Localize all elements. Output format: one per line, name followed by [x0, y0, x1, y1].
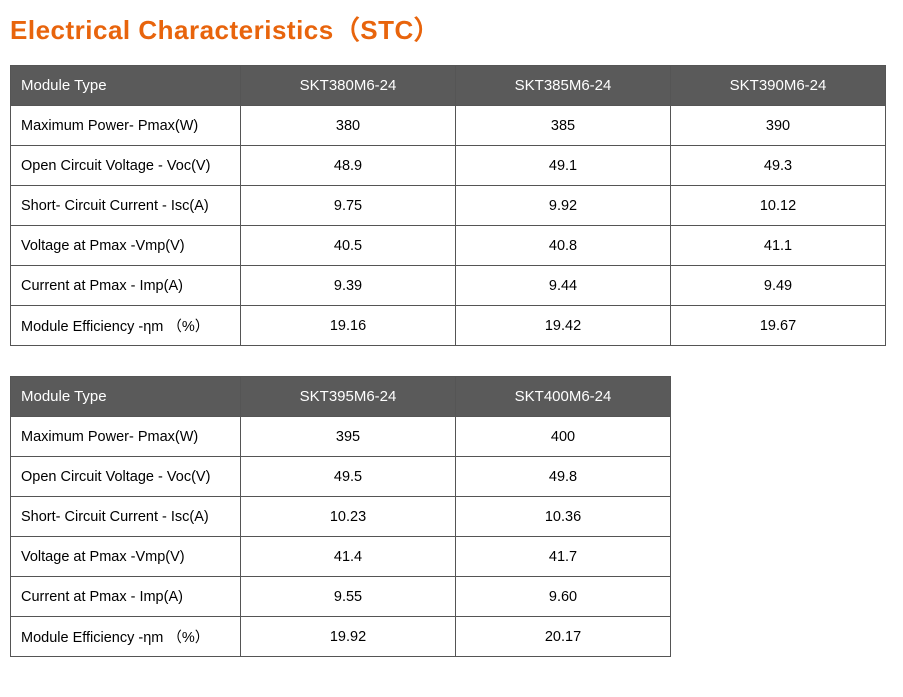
- row-label: Maximum Power- Pmax(W): [11, 417, 241, 457]
- row-label: Module Efficiency -ηm （%）: [11, 306, 241, 346]
- table-row: Open Circuit Voltage - Voc(V) 48.9 49.1 …: [11, 146, 886, 186]
- cell-value: 49.3: [671, 146, 886, 186]
- cell-value: 10.23: [241, 497, 456, 537]
- cell-value: 385: [456, 106, 671, 146]
- cell-value: 49.8: [456, 457, 671, 497]
- row-label: Open Circuit Voltage - Voc(V): [11, 146, 241, 186]
- table-row: Short- Circuit Current - Isc(A) 10.23 10…: [11, 497, 671, 537]
- table-row: Voltage at Pmax -Vmp(V) 40.5 40.8 41.1: [11, 226, 886, 266]
- cell-value: 41.7: [456, 537, 671, 577]
- cell-value: 19.42: [456, 306, 671, 346]
- cell-value: 49.1: [456, 146, 671, 186]
- cell-value: 19.16: [241, 306, 456, 346]
- cell-value: 380: [241, 106, 456, 146]
- cell-value: 48.9: [241, 146, 456, 186]
- row-label: Voltage at Pmax -Vmp(V): [11, 537, 241, 577]
- table-row: Current at Pmax - Imp(A) 9.55 9.60: [11, 577, 671, 617]
- cell-value: 41.4: [241, 537, 456, 577]
- cell-value: 9.55: [241, 577, 456, 617]
- table-row: Open Circuit Voltage - Voc(V) 49.5 49.8: [11, 457, 671, 497]
- header-model: SKT400M6-24: [456, 377, 671, 417]
- cell-value: 400: [456, 417, 671, 457]
- table-row: Current at Pmax - Imp(A) 9.39 9.44 9.49: [11, 266, 886, 306]
- cell-value: 10.36: [456, 497, 671, 537]
- cell-value: 41.1: [671, 226, 886, 266]
- row-label: Voltage at Pmax -Vmp(V): [11, 226, 241, 266]
- table-row: Maximum Power- Pmax(W) 380 385 390: [11, 106, 886, 146]
- cell-value: 20.17: [456, 617, 671, 657]
- cell-value: 9.92: [456, 186, 671, 226]
- cell-value: 19.67: [671, 306, 886, 346]
- cell-value: 395: [241, 417, 456, 457]
- spec-table-1: Module Type SKT380M6-24 SKT385M6-24 SKT3…: [10, 65, 886, 346]
- row-label: Short- Circuit Current - Isc(A): [11, 186, 241, 226]
- cell-value: 9.75: [241, 186, 456, 226]
- cell-value: 49.5: [241, 457, 456, 497]
- table-header-row: Module Type SKT395M6-24 SKT400M6-24: [11, 377, 671, 417]
- row-label: Short- Circuit Current - Isc(A): [11, 497, 241, 537]
- table-row: Short- Circuit Current - Isc(A) 9.75 9.9…: [11, 186, 886, 226]
- spec-table-2: Module Type SKT395M6-24 SKT400M6-24 Maxi…: [10, 376, 671, 657]
- row-label: Current at Pmax - Imp(A): [11, 577, 241, 617]
- header-model: SKT390M6-24: [671, 66, 886, 106]
- cell-value: 390: [671, 106, 886, 146]
- cell-value: 9.49: [671, 266, 886, 306]
- cell-value: 19.92: [241, 617, 456, 657]
- cell-value: 40.8: [456, 226, 671, 266]
- row-label: Module Efficiency -ηm （%）: [11, 617, 241, 657]
- header-module-type: Module Type: [11, 377, 241, 417]
- cell-value: 9.44: [456, 266, 671, 306]
- table-row: Module Efficiency -ηm （%） 19.16 19.42 19…: [11, 306, 886, 346]
- header-model: SKT395M6-24: [241, 377, 456, 417]
- header-model: SKT380M6-24: [241, 66, 456, 106]
- cell-value: 40.5: [241, 226, 456, 266]
- table-row: Voltage at Pmax -Vmp(V) 41.4 41.7: [11, 537, 671, 577]
- row-label: Maximum Power- Pmax(W): [11, 106, 241, 146]
- cell-value: 9.39: [241, 266, 456, 306]
- row-label: Open Circuit Voltage - Voc(V): [11, 457, 241, 497]
- cell-value: 9.60: [456, 577, 671, 617]
- table-row: Module Efficiency -ηm （%） 19.92 20.17: [11, 617, 671, 657]
- page-title: Electrical Characteristics（STC）: [10, 10, 893, 47]
- cell-value: 10.12: [671, 186, 886, 226]
- row-label: Current at Pmax - Imp(A): [11, 266, 241, 306]
- header-model: SKT385M6-24: [456, 66, 671, 106]
- table-header-row: Module Type SKT380M6-24 SKT385M6-24 SKT3…: [11, 66, 886, 106]
- table-row: Maximum Power- Pmax(W) 395 400: [11, 417, 671, 457]
- header-module-type: Module Type: [11, 66, 241, 106]
